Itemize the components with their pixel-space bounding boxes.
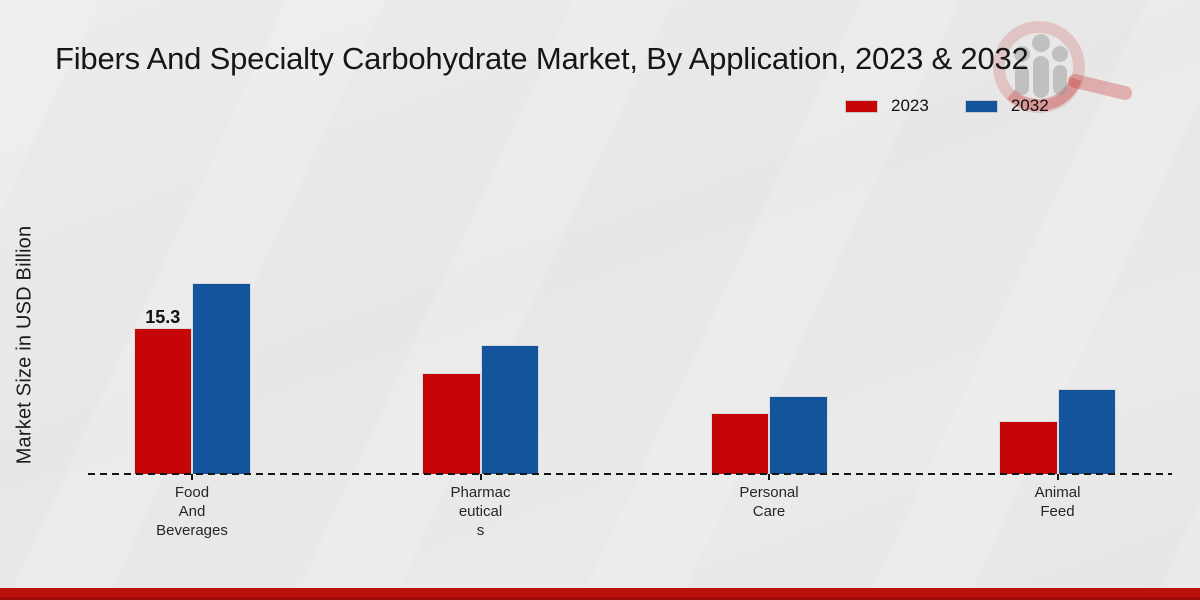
bar-2023-personal-care <box>710 413 769 474</box>
category-label-pharmaceuticals: Pharmac eutical s <box>450 484 511 539</box>
bar-2032-animal-feed <box>1057 389 1116 474</box>
bar-2032-food-and-beverages <box>192 283 251 474</box>
category-label-animal-feed: Animal Feed <box>1034 484 1081 520</box>
x-axis-tick <box>768 474 770 480</box>
y-axis-label: Market Size in USD Billion <box>13 225 36 465</box>
legend-swatch-2032-icon <box>964 99 998 113</box>
chart-title: Fibers And Specialty Carbohydrate Market… <box>55 41 1029 76</box>
legend-item-2032: 2032 <box>964 96 1049 116</box>
footer-accent-bar <box>0 588 1200 600</box>
bar-2032-pharmaceuticals <box>480 345 539 474</box>
legend-label-2032: 2032 <box>1010 96 1049 115</box>
bar-2023-food-and-beverages <box>133 328 192 474</box>
bar-2032-personal-care <box>769 396 828 474</box>
legend-label-2023: 2023 <box>891 96 929 115</box>
watermark-magnifier-logo <box>993 21 1132 113</box>
x-axis-tick <box>191 474 193 480</box>
bar-2023-animal-feed <box>999 421 1058 474</box>
legend-swatch-2023-icon <box>845 99 878 113</box>
category-label-personal-care: Personal Care <box>739 484 799 520</box>
bar-value-label: 15.3 <box>145 307 181 327</box>
x-axis-dashed-line <box>88 473 1172 475</box>
bar-2023-pharmaceuticals <box>422 373 481 474</box>
category-label-food-and-beverages: Food And Beverages <box>156 484 228 539</box>
legend: 2023 2032 <box>845 96 1049 116</box>
x-axis-tick <box>479 474 482 480</box>
legend-item-2023: 2023 <box>845 96 929 116</box>
x-axis-tick <box>1056 474 1059 480</box>
